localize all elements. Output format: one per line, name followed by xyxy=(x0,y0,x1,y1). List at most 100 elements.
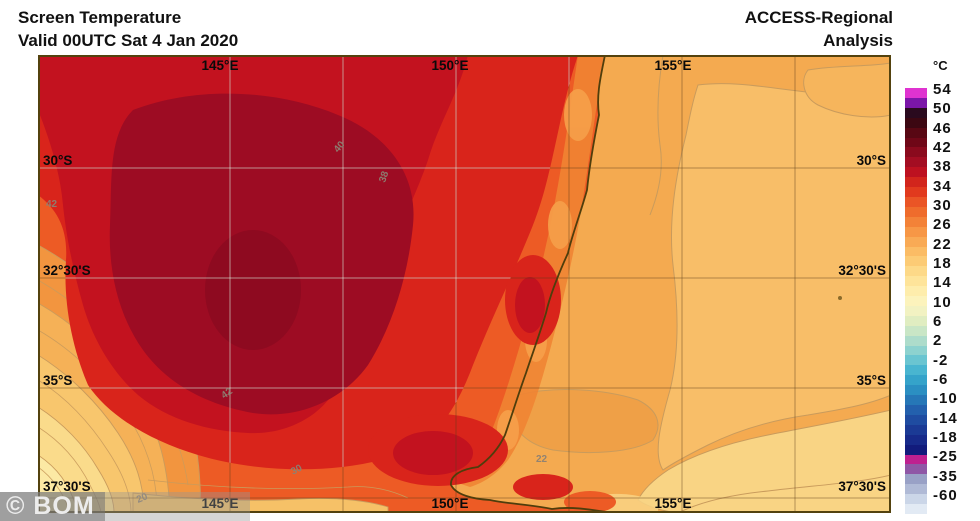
island-dot xyxy=(838,296,842,300)
colorbar-tick: -2 xyxy=(933,351,949,369)
contour-value-label: 38 xyxy=(377,170,391,184)
contour-value-label: 22 xyxy=(536,454,548,465)
lon-label-top: 150°E xyxy=(432,58,469,73)
colorbar-stripe xyxy=(905,395,927,405)
contour-value-label: 30 xyxy=(289,463,304,478)
lat-label-left: 37°30'S xyxy=(43,479,91,494)
lat-label-right: 35°S xyxy=(857,373,886,388)
map-title-block: Screen Temperature Valid 00UTC Sat 4 Jan … xyxy=(18,6,238,52)
sea-contour-line-1 xyxy=(649,54,664,216)
colorbar-tick: -35 xyxy=(933,467,958,485)
colorbar-stripe xyxy=(905,365,927,376)
axis-labels: 145°E 145°E 150°E 150°E 155°E 155°E 30°S 30°S 32… xyxy=(43,58,886,511)
colorbar-tick-labels: 54 50 46 42 38 34 30 26 22 18 14 10 6 2 -2 -6 -10 -14 -18 -… xyxy=(933,81,979,511)
colorbar-stripe xyxy=(905,256,927,267)
colorbar-stripe xyxy=(905,147,927,158)
lat-label-left: 30°S xyxy=(43,153,72,168)
colorbar-tick: 2 xyxy=(933,332,943,350)
contour-value-label: 42 xyxy=(46,199,58,210)
model-name: ACCESS-Regional xyxy=(744,8,893,27)
colorbar-stripe xyxy=(905,335,927,346)
colorbar-tick: 54 xyxy=(933,81,952,98)
temperature-map: 145°E 145°E 150°E 150°E 155°E 155°E 30°S 30°S 32… xyxy=(37,54,892,514)
valid-time: Valid 00UTC Sat 4 Jan 2020 xyxy=(18,31,239,50)
colorbar-stripe xyxy=(905,107,927,118)
colorbar-stripe xyxy=(905,127,927,138)
coastal-hot-blob-core xyxy=(515,277,545,333)
colorbar-tick: 34 xyxy=(933,177,952,195)
colorbar-stripe xyxy=(905,206,927,217)
colorbar-tick: 46 xyxy=(933,119,952,137)
colorbar-tick: 50 xyxy=(933,100,952,118)
colorbar-tick: 30 xyxy=(933,196,952,214)
colorbar-stripe xyxy=(905,385,927,396)
colorbar-tick: 22 xyxy=(933,235,952,253)
colorbar-stripe xyxy=(905,424,927,435)
model-block: ACCESS-Regional Analysis xyxy=(745,6,893,52)
colorbar-stripe xyxy=(905,474,927,485)
colorbar-stripe xyxy=(905,454,927,465)
bom-watermark: © BOM xyxy=(0,492,250,521)
colorbar-tick: 6 xyxy=(933,312,943,330)
lon-label-bottom: 150°E xyxy=(432,496,469,511)
colorbar-stripe xyxy=(905,177,927,188)
colorbar-stripe xyxy=(905,266,927,277)
south-hot-blob-core xyxy=(393,431,473,475)
colorbar-stripe xyxy=(905,444,927,455)
colorbar-stripe xyxy=(905,88,927,98)
lat-label-right: 30°S xyxy=(857,153,886,168)
lon-label-top: 145°E xyxy=(202,58,239,73)
sea-dark-blob xyxy=(512,389,659,453)
model-run-type: Analysis xyxy=(823,31,893,50)
bom-watermark-text: © BOM xyxy=(0,492,105,521)
bottom-contour-line xyxy=(147,479,409,499)
lat-label-right: 32°30'S xyxy=(838,263,886,278)
colorbar-stripe xyxy=(905,315,927,326)
contour-value-label: 20 xyxy=(135,491,150,506)
colorbar-stripe xyxy=(905,97,927,108)
colorbar-tick: -60 xyxy=(933,486,958,504)
lon-label-bottom: 155°E xyxy=(655,496,692,511)
colorbar-stripe xyxy=(905,276,927,287)
colorbar-stripe xyxy=(905,494,927,505)
colorbar-tick: -6 xyxy=(933,370,949,388)
colorbar-stripe xyxy=(905,286,927,297)
colorbar-tick: -18 xyxy=(933,428,958,446)
colorbar-stripe xyxy=(905,196,927,207)
colorbar-stripe xyxy=(905,325,927,336)
lon-label-top: 155°E xyxy=(655,58,692,73)
colorbar-stripe xyxy=(905,484,927,495)
colorbar-stripe xyxy=(905,157,927,168)
bottom-pale-strip xyxy=(132,492,389,514)
colorbar-stripe xyxy=(905,216,927,227)
colorbar-stripe xyxy=(905,434,927,445)
colorbar-tick: -25 xyxy=(933,448,958,466)
colorbar-stripe xyxy=(905,137,927,148)
sea-capsule-northeast xyxy=(803,62,892,118)
colorbar-stripe xyxy=(905,226,927,237)
lat-label-left: 35°S xyxy=(43,373,72,388)
colorbar-stripe xyxy=(905,117,927,128)
lat-label-right: 37°30'S xyxy=(838,479,886,494)
colorbar-tick: -10 xyxy=(933,390,958,408)
colorbar-stripe xyxy=(905,345,927,356)
colorbar-stripe xyxy=(905,355,927,366)
colorbar-stripe xyxy=(905,246,927,257)
hot-core-44 xyxy=(205,230,301,350)
colorbar-tick: -14 xyxy=(933,409,958,427)
colorbar xyxy=(905,88,927,514)
coastline xyxy=(450,54,614,514)
colorbar-stripe xyxy=(905,414,927,425)
lat-label-left: 32°30'S xyxy=(43,263,91,278)
colorbar-tick: 18 xyxy=(933,254,952,272)
colorbar-tick: 38 xyxy=(933,158,952,176)
colorbar-tick: 26 xyxy=(933,216,952,234)
colorbar-stripe xyxy=(905,187,927,197)
lon-label-bottom: 145°E xyxy=(202,496,239,511)
colorbar-tick: 42 xyxy=(933,138,952,156)
colorbar-stripe xyxy=(905,375,927,386)
colorbar-stripe xyxy=(905,405,927,415)
colorbar-unit: °C xyxy=(933,58,948,73)
map-border xyxy=(38,55,891,513)
temperature-map-svg: 145°E 145°E 150°E 150°E 155°E 155°E 30°S 30°S 32… xyxy=(37,54,892,514)
